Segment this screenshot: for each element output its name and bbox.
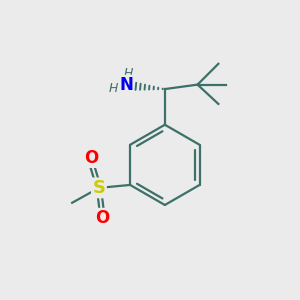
Text: N: N: [119, 76, 133, 94]
Text: H: H: [109, 82, 119, 95]
Text: S: S: [92, 179, 105, 197]
Text: H: H: [124, 67, 133, 80]
Text: O: O: [84, 149, 99, 167]
Text: O: O: [95, 208, 109, 226]
